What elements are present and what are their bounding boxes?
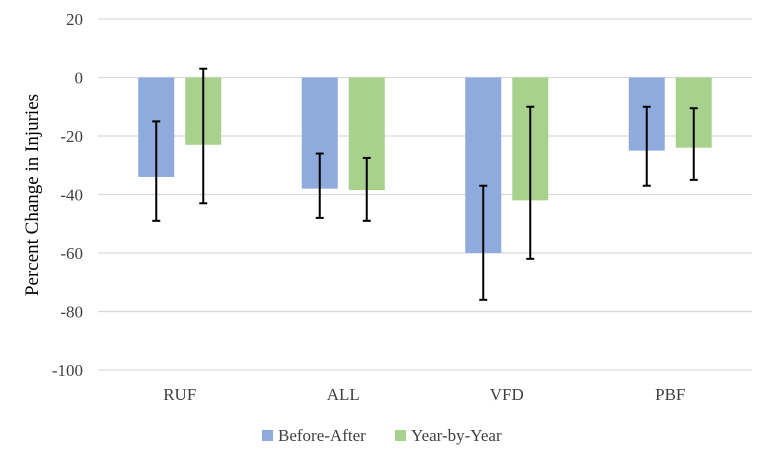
- error-bar: [689, 107, 698, 181]
- y-axis-ticks: 20 0 -20 -40 -60 -80 -100: [52, 10, 83, 380]
- error-bar: [479, 184, 488, 301]
- bars: [138, 77, 712, 253]
- x-category-label: ALL: [327, 385, 360, 404]
- y-tick-label: -60: [60, 244, 83, 263]
- legend-label: Year-by-Year: [411, 426, 502, 445]
- error-bar: [315, 152, 324, 219]
- gridlines: [98, 18, 752, 371]
- y-tick-label: -20: [60, 127, 83, 146]
- x-category-label: VFD: [490, 385, 524, 404]
- error-bars: [152, 67, 698, 301]
- x-category-label: RUF: [163, 385, 196, 404]
- y-tick-label: -100: [52, 361, 83, 380]
- legend-swatch: [395, 430, 406, 441]
- error-bar: [362, 156, 371, 222]
- error-bar: [199, 67, 208, 205]
- legend-item: Before-After: [262, 426, 366, 445]
- y-axis-title: Percent Change in Injuries: [22, 94, 43, 296]
- error-bar: [642, 105, 651, 187]
- x-axis-categories: RUF ALL VFD PBF: [163, 385, 685, 404]
- y-tick-label: 20: [66, 10, 83, 29]
- y-tick-label: 0: [75, 69, 84, 88]
- legend: Before-After Year-by-Year: [262, 426, 502, 445]
- y-tick-label: -40: [60, 186, 83, 205]
- error-bar: [526, 105, 535, 260]
- legend-label: Before-After: [278, 426, 366, 445]
- y-tick-label: -80: [60, 303, 83, 322]
- legend-item: Year-by-Year: [395, 426, 502, 445]
- x-category-label: PBF: [655, 385, 685, 404]
- legend-swatch: [262, 430, 273, 441]
- error-bar: [152, 120, 161, 222]
